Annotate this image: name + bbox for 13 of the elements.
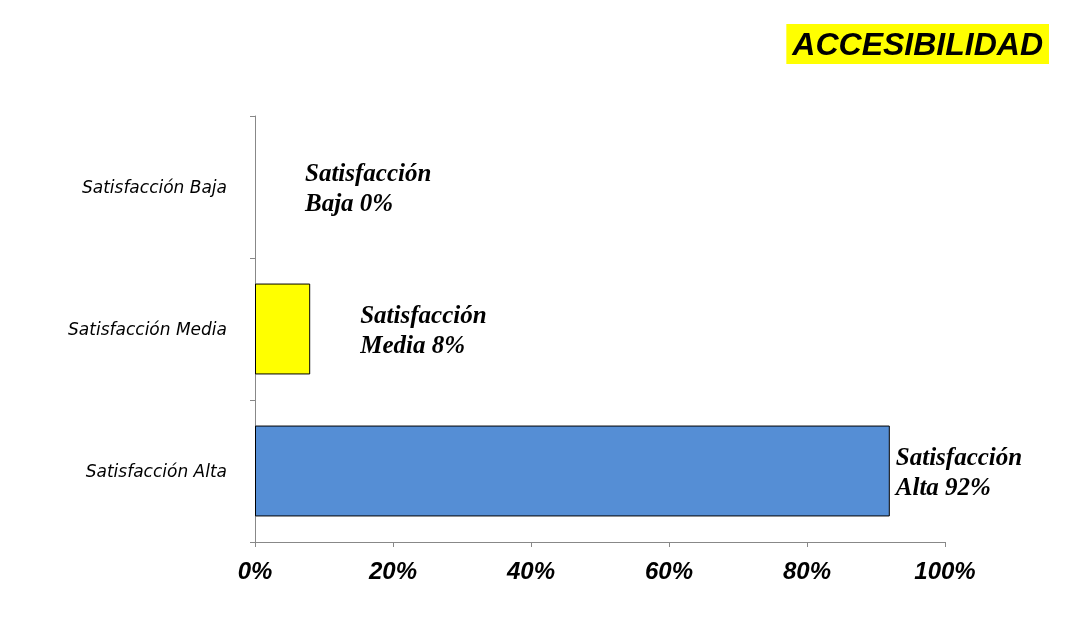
y-tick-label: Satisfacción Baja	[81, 177, 227, 197]
x-tick-label: 80%	[782, 556, 832, 584]
x-tick-label: 100%	[914, 556, 976, 584]
data-label: Satisfacción Baja 0%	[304, 158, 438, 216]
x-tick-label: 20%	[367, 556, 418, 584]
y-tick-label: Satisfacción Media	[68, 319, 227, 339]
y-tick-label: Satisfacción Alta	[85, 461, 227, 481]
x-tick-label: 0%	[237, 556, 273, 584]
chart-title: ACCESIBILIDAD	[791, 26, 1043, 62]
data-label: Satisfacción Alta 92%	[893, 442, 1029, 500]
data-label: Satisfacción Media 8%	[359, 300, 493, 358]
x-tick-label: 40%	[505, 556, 556, 584]
x-tick-label: 60%	[644, 556, 694, 584]
